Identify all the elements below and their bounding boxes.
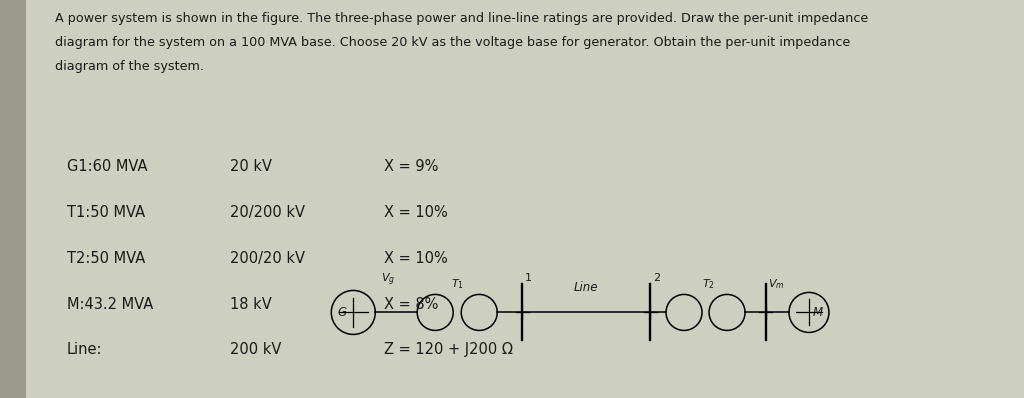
Text: 20/200 kV: 20/200 kV — [230, 205, 305, 220]
Text: 2: 2 — [653, 273, 660, 283]
Text: G1:60 MVA: G1:60 MVA — [67, 159, 147, 174]
Text: $V_m$: $V_m$ — [768, 278, 784, 291]
Text: A power system is shown in the figure. The three-phase power and line-line ratin: A power system is shown in the figure. T… — [55, 12, 868, 25]
Text: $T_1$: $T_1$ — [451, 278, 464, 291]
Text: 20 kV: 20 kV — [230, 159, 272, 174]
Text: M:43.2 MVA: M:43.2 MVA — [67, 297, 153, 312]
Text: G: G — [338, 306, 347, 319]
Text: X = 10%: X = 10% — [384, 205, 447, 220]
Text: diagram of the system.: diagram of the system. — [55, 60, 204, 73]
Text: Z = 120 + J200 Ω: Z = 120 + J200 Ω — [384, 342, 513, 357]
Text: $V_g$: $V_g$ — [381, 272, 395, 289]
Text: Line: Line — [574, 281, 598, 295]
Text: X = 9%: X = 9% — [384, 159, 438, 174]
Text: Line:: Line: — [67, 342, 102, 357]
Text: 1: 1 — [525, 273, 532, 283]
Text: $T_2$: $T_2$ — [702, 278, 715, 291]
Text: X = 10%: X = 10% — [384, 251, 447, 266]
Text: 200/20 kV: 200/20 kV — [230, 251, 305, 266]
Text: diagram for the system on a 100 MVA base. Choose 20 kV as the voltage base for g: diagram for the system on a 100 MVA base… — [55, 36, 850, 49]
Text: M: M — [813, 306, 823, 319]
Text: 200 kV: 200 kV — [230, 342, 282, 357]
Text: T2:50 MVA: T2:50 MVA — [67, 251, 144, 266]
Bar — [0, 0, 26, 398]
Text: X = 8%: X = 8% — [384, 297, 438, 312]
Text: 18 kV: 18 kV — [230, 297, 272, 312]
Text: T1:50 MVA: T1:50 MVA — [67, 205, 144, 220]
